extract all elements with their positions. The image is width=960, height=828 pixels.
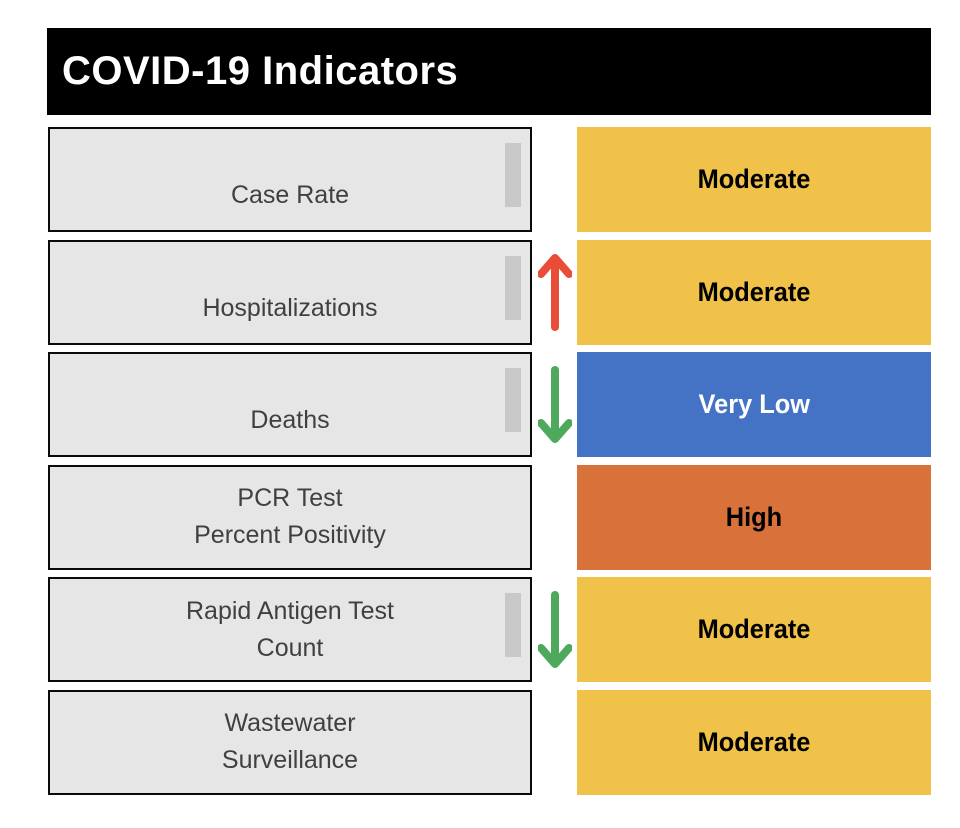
indicator-row: Case Rate Moderate <box>48 127 931 232</box>
textbox-scrollbar[interactable] <box>505 143 521 207</box>
indicator-row: PCR Test Percent Positivity High <box>48 464 931 570</box>
indicator-name-box: PCR Test Percent Positivity <box>48 464 532 570</box>
status-badge: Moderate <box>577 689 931 795</box>
status-badge: Very Low <box>577 352 931 458</box>
indicator-name: Case Rate <box>230 181 350 209</box>
indicator-name-box: Deaths <box>48 352 532 458</box>
indicator-name-box: Case Rate <box>48 127 532 232</box>
indicator-row: Wastewater Surveillance Moderate <box>48 689 931 795</box>
status-label: High <box>725 501 783 532</box>
trend-down-icon <box>538 366 572 444</box>
status-badge: Moderate <box>577 239 931 345</box>
page-title: COVID-19 Indicators <box>62 49 459 93</box>
trend-up-icon <box>538 253 572 331</box>
textbox-scrollbar[interactable] <box>505 255 521 320</box>
indicator-name: PCR Test Percent Positivity <box>194 484 386 550</box>
indicator-row: Deaths Very Low <box>48 352 931 458</box>
indicator-row: Rapid Antigen Test Count Moderate <box>48 577 931 683</box>
header-bar: COVID-19 Indicators <box>47 28 931 115</box>
indicator-rows: Case Rate Moderate Hospitalizations <box>48 127 931 795</box>
textbox-scrollbar[interactable] <box>505 593 521 658</box>
status-label: Moderate <box>697 614 811 645</box>
indicator-name-box: Rapid Antigen Test Count <box>48 577 532 683</box>
status-badge: High <box>577 464 931 570</box>
indicator-name: Rapid Antigen Test Count <box>185 596 395 662</box>
status-badge: Moderate <box>577 577 931 683</box>
status-badge: Moderate <box>577 127 931 232</box>
status-label: Moderate <box>697 726 811 757</box>
status-label: Moderate <box>697 276 811 307</box>
status-label: Very Low <box>698 389 810 420</box>
indicator-name: Hospitalizations <box>202 293 378 322</box>
indicator-name-box: Hospitalizations <box>48 239 532 345</box>
indicator-name-box: Wastewater Surveillance <box>48 689 532 795</box>
textbox-scrollbar[interactable] <box>505 368 521 433</box>
indicator-name: Wastewater Surveillance <box>221 709 359 775</box>
status-label: Moderate <box>697 164 811 194</box>
trend-down-icon <box>538 591 572 669</box>
indicator-row: Hospitalizations Moderate <box>48 239 931 345</box>
indicator-name: Deaths <box>250 406 330 435</box>
